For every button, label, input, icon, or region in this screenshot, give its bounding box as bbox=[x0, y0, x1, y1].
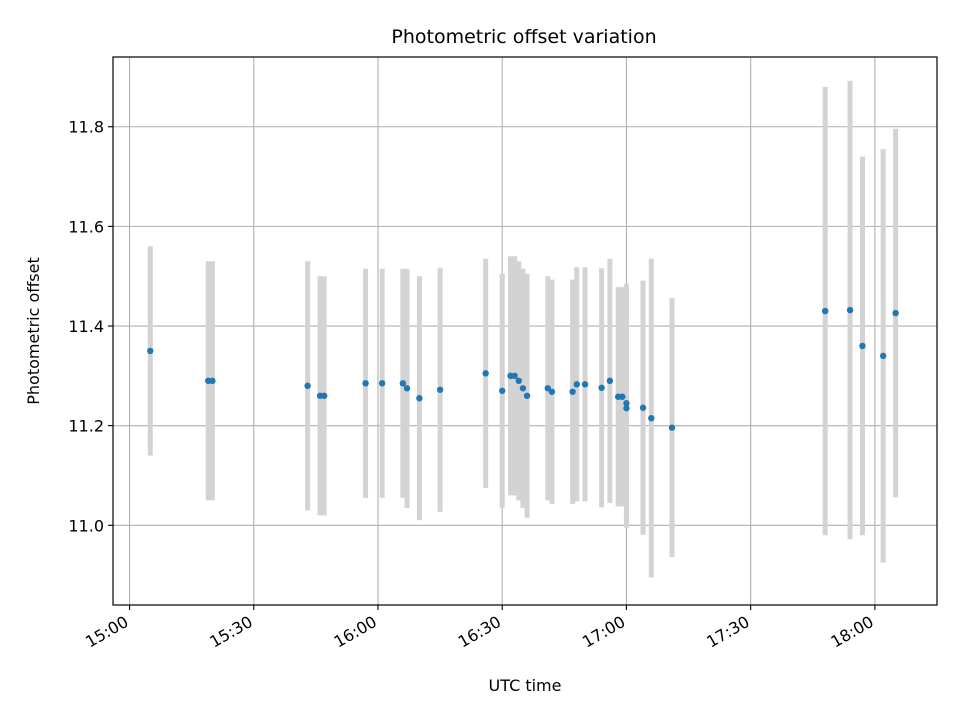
y-axis: 11.0 11.2 11.4 11.6 11.8 bbox=[68, 118, 113, 535]
chart-title: Photometric offset variation bbox=[391, 26, 656, 48]
data-point bbox=[606, 377, 614, 385]
data-point bbox=[511, 372, 518, 380]
data-point bbox=[515, 377, 522, 385]
x-axis-label: UTC time bbox=[489, 676, 562, 695]
y-tick-label: 11.4 bbox=[68, 317, 104, 336]
y-tick-label: 11.0 bbox=[68, 516, 104, 535]
data-point bbox=[581, 381, 589, 388]
data-point bbox=[378, 380, 386, 387]
data-point bbox=[320, 392, 328, 399]
data-point bbox=[482, 370, 489, 377]
data-point bbox=[639, 404, 647, 411]
data-point bbox=[416, 395, 423, 402]
data-point bbox=[573, 381, 580, 388]
data-point bbox=[147, 347, 154, 355]
data-point bbox=[879, 352, 887, 360]
data-point bbox=[619, 393, 626, 400]
data-point bbox=[499, 387, 506, 394]
y-axis-label: Photometric offset bbox=[24, 257, 43, 405]
data-point bbox=[436, 386, 444, 393]
plot-frame bbox=[112, 56, 938, 606]
data-point bbox=[648, 414, 655, 422]
data-point bbox=[519, 385, 527, 392]
data-point bbox=[304, 382, 311, 389]
data-point bbox=[399, 380, 407, 387]
data-points bbox=[147, 306, 899, 431]
data-point bbox=[523, 392, 531, 399]
data-point bbox=[598, 384, 605, 391]
data-point bbox=[668, 424, 676, 431]
y-tick-label: 11.6 bbox=[68, 217, 104, 236]
data-point bbox=[623, 400, 630, 407]
data-point bbox=[209, 377, 216, 385]
data-point bbox=[846, 306, 854, 314]
y-tick-label: 11.2 bbox=[68, 417, 104, 436]
y-tick-label: 11.8 bbox=[68, 118, 104, 137]
data-point bbox=[822, 307, 829, 315]
data-point bbox=[548, 388, 556, 395]
data-point bbox=[892, 309, 899, 317]
data-point bbox=[623, 405, 630, 412]
data-point bbox=[859, 342, 866, 350]
data-point bbox=[569, 388, 576, 395]
data-point bbox=[403, 385, 411, 392]
data-point bbox=[362, 380, 369, 387]
